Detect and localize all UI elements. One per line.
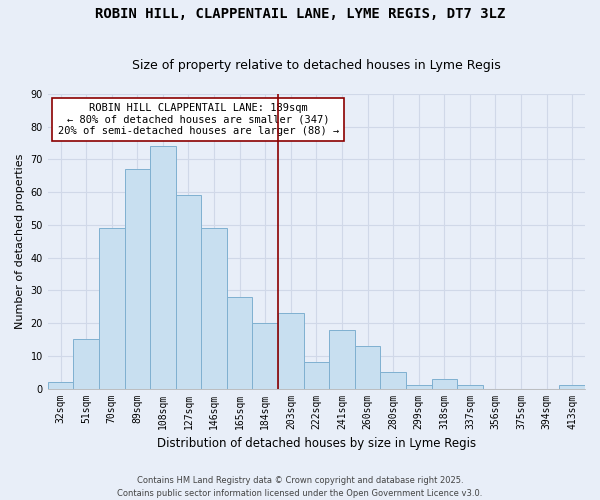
Bar xyxy=(431,378,457,388)
Bar xyxy=(48,382,73,388)
Bar xyxy=(150,146,176,388)
Text: Contains HM Land Registry data © Crown copyright and database right 2025.
Contai: Contains HM Land Registry data © Crown c… xyxy=(118,476,482,498)
Bar xyxy=(278,314,304,388)
Bar xyxy=(227,297,253,388)
Bar xyxy=(329,330,355,388)
Bar xyxy=(125,170,150,388)
Bar xyxy=(253,323,278,388)
Bar xyxy=(355,346,380,389)
Bar xyxy=(73,340,99,388)
Bar xyxy=(380,372,406,388)
Text: ROBIN HILL, CLAPPENTAIL LANE, LYME REGIS, DT7 3LZ: ROBIN HILL, CLAPPENTAIL LANE, LYME REGIS… xyxy=(95,8,505,22)
Y-axis label: Number of detached properties: Number of detached properties xyxy=(15,154,25,329)
Text: ROBIN HILL CLAPPENTAIL LANE: 189sqm
← 80% of detached houses are smaller (347)
2: ROBIN HILL CLAPPENTAIL LANE: 189sqm ← 80… xyxy=(58,103,339,136)
Bar xyxy=(99,228,125,388)
Bar xyxy=(457,386,482,388)
Bar xyxy=(304,362,329,388)
Bar xyxy=(559,386,585,388)
X-axis label: Distribution of detached houses by size in Lyme Regis: Distribution of detached houses by size … xyxy=(157,437,476,450)
Title: Size of property relative to detached houses in Lyme Regis: Size of property relative to detached ho… xyxy=(132,59,501,72)
Bar xyxy=(201,228,227,388)
Bar xyxy=(176,196,201,388)
Bar xyxy=(406,386,431,388)
